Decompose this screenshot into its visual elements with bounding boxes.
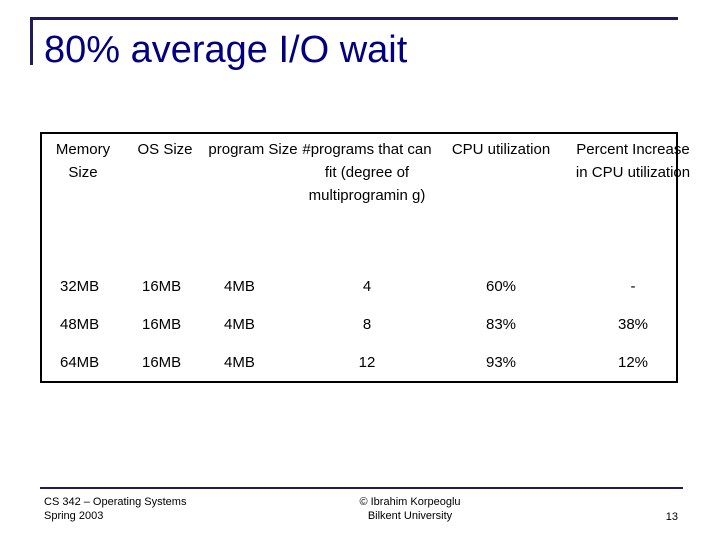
- footer-divider: [40, 487, 683, 489]
- header-percent-increase: Percent Increase in CPU utilization: [575, 141, 691, 181]
- footer-author-affiliation: Bilkent University: [367, 510, 453, 522]
- footer-course-name: CS 342 – Operating Systems: [44, 496, 187, 508]
- table-row: 64MB 16MB 4MB 12 93% 12%: [42, 343, 698, 381]
- title-bar-left: [30, 17, 33, 65]
- header-cpu-utilization: CPU utilization: [451, 141, 551, 158]
- cell-program-size: 4MB: [224, 278, 255, 296]
- cell-program-size: 4MB: [224, 353, 255, 371]
- cell-programs-fit: 8: [362, 315, 372, 333]
- footer-course: CS 342 – Operating Systems Spring 2003: [44, 495, 186, 523]
- cell-percent-increase: 12%: [617, 353, 649, 371]
- cell-os-size: 16MB: [142, 278, 182, 296]
- cell-percent-increase: -: [630, 278, 636, 296]
- cell-os-size: 16MB: [142, 315, 182, 333]
- cell-memory-size: 48MB: [60, 315, 100, 333]
- cell-cpu-utilization: 93%: [485, 353, 517, 371]
- footer-author-name: © Ibrahim Korpeoglu: [359, 496, 461, 508]
- cell-program-size: 4MB: [224, 315, 255, 333]
- page-number: 13: [665, 511, 678, 523]
- header-os-size: OS Size: [137, 141, 193, 158]
- footer-author: © Ibrahim Korpeoglu Bilkent University: [330, 495, 490, 523]
- cell-percent-increase: 38%: [617, 315, 649, 333]
- header-memory-size: Memory Size: [55, 141, 111, 181]
- data-table: Memory Size OS Size program Size #progra…: [40, 132, 690, 383]
- header-programs-fit: #programs that can fit (degree of multip…: [302, 141, 432, 204]
- table-header-row: Memory Size OS Size program Size #progra…: [42, 134, 698, 268]
- cell-memory-size: 32MB: [60, 278, 100, 296]
- title-bar-top: [30, 17, 678, 20]
- cell-os-size: 16MB: [142, 353, 182, 371]
- cell-programs-fit: 12: [358, 353, 376, 371]
- slide-title: 80% average I/O wait: [44, 29, 408, 71]
- cell-programs-fit: 4: [362, 278, 372, 296]
- footer-course-term: Spring 2003: [44, 510, 104, 522]
- cell-memory-size: 64MB: [60, 353, 100, 371]
- table-row: 32MB 16MB 4MB 4 60% -: [42, 268, 698, 306]
- cell-cpu-utilization: 60%: [485, 278, 517, 296]
- table-row: 48MB 16MB 4MB 8 83% 38%: [42, 306, 698, 344]
- cell-cpu-utilization: 83%: [485, 315, 517, 333]
- header-program-size: program Size: [208, 141, 298, 158]
